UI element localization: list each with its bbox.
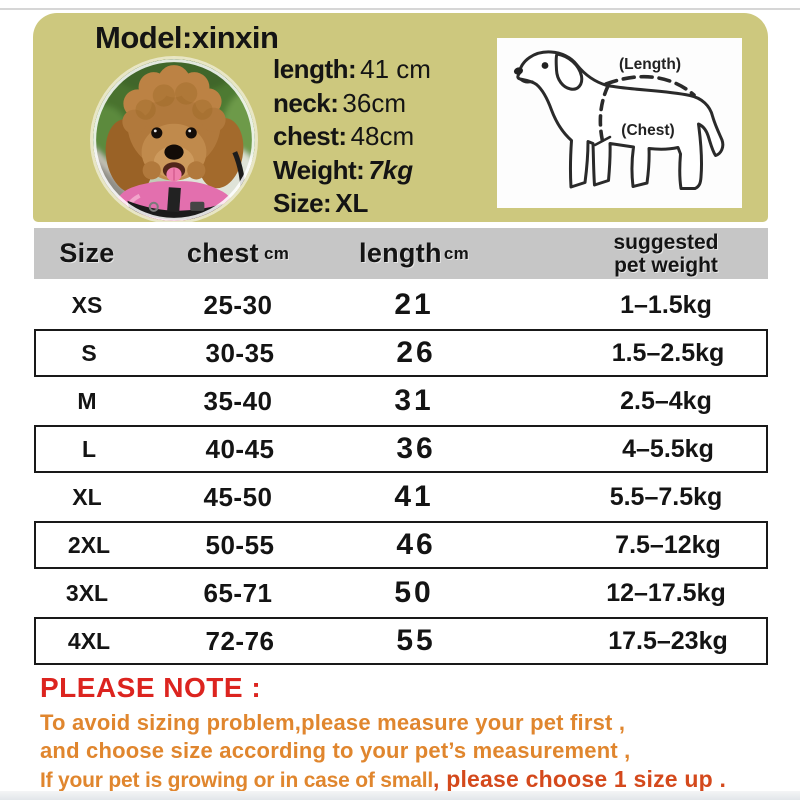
- header-chest: chest cm: [138, 228, 338, 279]
- poodle-photo-illustration: [93, 59, 255, 221]
- chest-cell: 50-55: [205, 529, 275, 560]
- chest-cell: 35-40: [203, 385, 273, 416]
- length-cell: 26: [396, 336, 436, 369]
- weight-cell: 7.5–12kg: [615, 530, 721, 559]
- measurement-value: 36cm: [342, 87, 406, 118]
- note-line-3-emphasis: , please choose 1 size up .: [433, 766, 727, 792]
- size-cell: 2XL: [67, 531, 111, 558]
- length-cell: 46: [396, 528, 436, 561]
- size-table-body: XS 25-30 21 1–1.5kg S 30-35 26 1.5–2.5kg…: [34, 281, 768, 665]
- chest-cell: 72-76: [205, 625, 275, 656]
- size-table-header: Size chest cm length cm suggested pet we…: [34, 228, 768, 279]
- note-line-3-orange: If your pet is growing or in case of sma…: [40, 769, 434, 792]
- chest-cell: 25-30: [203, 289, 273, 320]
- model-title: Model:xinxin: [95, 20, 279, 55]
- size-cell: L: [81, 435, 97, 462]
- measurement-row: neck: 36cm: [273, 87, 431, 121]
- measurement-diagram: (Length) (Chest): [497, 38, 742, 208]
- length-cell: 36: [396, 432, 436, 465]
- dog-ear: [554, 52, 584, 91]
- size-cell: S: [81, 339, 97, 366]
- measurement-row: Size: XL: [273, 187, 431, 221]
- measurement-label: neck:: [273, 87, 339, 118]
- size-table-row: XS 25-30 21 1–1.5kg: [34, 281, 768, 329]
- size-table-row: 2XL 50-55 46 7.5–12kg: [34, 521, 768, 569]
- size-cell: XL: [72, 483, 102, 510]
- bottom-shadow: [0, 791, 800, 800]
- length-dashed-line: [604, 74, 696, 97]
- measurement-row: Weight: 7kg: [273, 154, 431, 188]
- model-measurements: length: 41 cm neck: 36cm chest: 48cm Wei…: [273, 53, 431, 221]
- header-length: length cm: [338, 228, 490, 279]
- chest-cell: 65-71: [203, 577, 273, 608]
- note-line-2: and choose size according to your pet’s …: [40, 738, 631, 763]
- measurement-label: Size:: [273, 188, 332, 219]
- dog-eye-left: [151, 127, 163, 139]
- measurement-label: Weight:: [273, 154, 365, 185]
- chest-cell: 30-35: [205, 337, 275, 368]
- weight-cell: 5.5–7.5kg: [609, 482, 723, 511]
- measurement-row: chest: 48cm: [273, 120, 431, 154]
- chest-cell: 45-50: [203, 481, 273, 512]
- header-length-unit: cm: [443, 243, 469, 263]
- diagram-dog-eye: [541, 62, 549, 69]
- size-table-row: M 35-40 31 2.5–4kg: [34, 377, 768, 425]
- header-length-label: length: [359, 238, 442, 268]
- dog-outline: [516, 50, 725, 190]
- size-table-row: 3XL 65-71 50 12–17.5kg: [34, 569, 768, 617]
- note-line-1: To avoid sizing problem,please measure y…: [40, 710, 626, 735]
- length-cell: 41: [394, 480, 434, 513]
- length-cell: 31: [394, 384, 434, 417]
- weight-cell: 1–1.5kg: [620, 290, 712, 319]
- measurement-value: XL: [335, 188, 369, 219]
- dog-outline-diagram: (Length) (Chest): [513, 50, 725, 190]
- header-chest-unit: cm: [263, 243, 290, 263]
- size-cell: 4XL: [67, 627, 111, 654]
- dog-eye-right: [185, 127, 197, 139]
- length-cell: 50: [394, 576, 434, 609]
- weight-cell: 12–17.5kg: [606, 578, 726, 607]
- note-line-3: If your pet is growing or in case of sma…: [40, 766, 726, 793]
- weight-cell: 17.5–23kg: [608, 626, 728, 655]
- diagram-chest-label: (Chest): [621, 122, 674, 139]
- chest-dashed-line: [598, 84, 610, 143]
- weight-cell: 4–5.5kg: [622, 434, 714, 463]
- measurement-label: length:: [273, 54, 357, 85]
- measurement-value: 7kg: [368, 154, 414, 185]
- diagram-dog-nose: [513, 67, 524, 75]
- chest-cell: 40-45: [205, 433, 275, 464]
- length-cell: 21: [394, 288, 434, 321]
- size-cell: M: [77, 387, 97, 414]
- length-cell: 55: [396, 624, 436, 657]
- weight-cell: 2.5–4kg: [620, 386, 712, 415]
- measurement-row: length: 41 cm: [273, 53, 431, 87]
- size-cell: XS: [71, 291, 103, 318]
- model-photo: [93, 59, 255, 221]
- size-table-row: L 40-45 36 4–5.5kg: [34, 425, 768, 473]
- header-chest-label: chest: [186, 238, 259, 268]
- header-weight: suggested pet weight: [613, 230, 719, 277]
- weight-cell: 1.5–2.5kg: [611, 338, 725, 367]
- header-size: Size: [59, 238, 115, 268]
- size-table-row: XL 45-50 41 5.5–7.5kg: [34, 473, 768, 521]
- size-table-row: S 30-35 26 1.5–2.5kg: [34, 329, 768, 377]
- measurement-value: 48cm: [350, 121, 415, 152]
- model-info-panel: Model:xinxin: [33, 13, 768, 222]
- measurement-value: 41 cm: [360, 54, 431, 85]
- size-table-row: 4XL 72-76 55 17.5–23kg: [34, 617, 768, 665]
- poodle-dog: [105, 65, 244, 194]
- size-cell: 3XL: [65, 579, 109, 606]
- measurement-label: chest:: [273, 121, 347, 152]
- diagram-length-label: (Length): [619, 56, 681, 73]
- top-divider: [0, 8, 800, 10]
- dog-nose: [164, 144, 184, 160]
- note-title: PLEASE NOTE :: [40, 672, 262, 703]
